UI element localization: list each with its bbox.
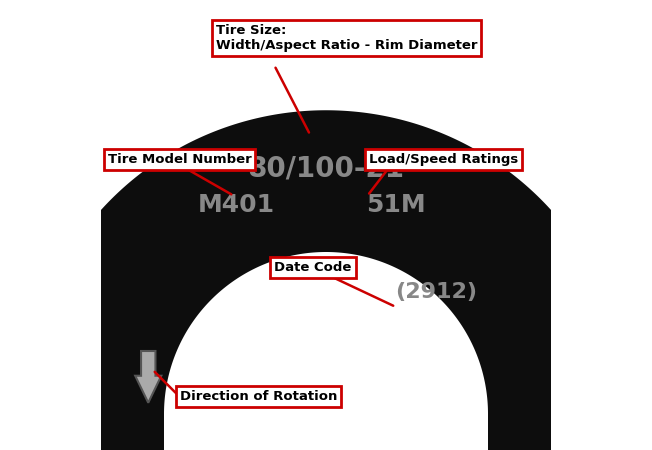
- Polygon shape: [22, 110, 630, 450]
- Text: 51M: 51M: [366, 193, 426, 217]
- Text: Tire Model Number: Tire Model Number: [108, 153, 252, 166]
- Text: M401: M401: [198, 193, 274, 217]
- Text: Date Code: Date Code: [274, 261, 351, 274]
- Text: (2912): (2912): [395, 282, 477, 302]
- Text: 80/100-21: 80/100-21: [248, 155, 404, 183]
- Text: Direction of Rotation: Direction of Rotation: [180, 391, 337, 403]
- Text: Tire Size:
Width/Aspect Ratio - Rim Diameter: Tire Size: Width/Aspect Ratio - Rim Diam…: [216, 24, 477, 52]
- Text: Load/Speed Ratings: Load/Speed Ratings: [369, 153, 518, 166]
- Polygon shape: [135, 351, 161, 403]
